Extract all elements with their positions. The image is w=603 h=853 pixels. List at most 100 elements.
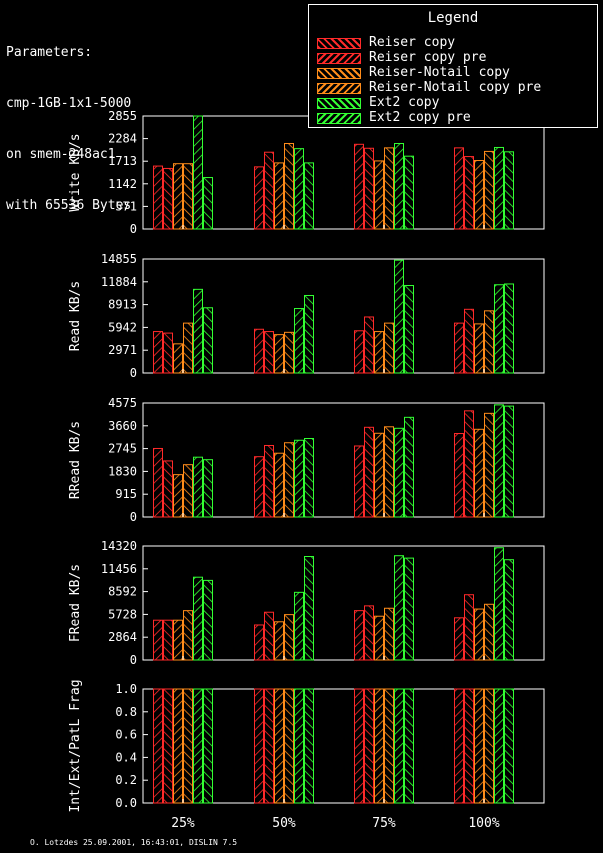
y-tick-label: 3660: [108, 419, 137, 433]
y-tick-label: 8592: [108, 585, 137, 599]
bar: [464, 410, 474, 518]
y-tick-label: 571: [115, 199, 137, 213]
bar: [183, 464, 193, 518]
bar: [464, 308, 474, 374]
bar: [384, 147, 394, 230]
bar: [484, 603, 494, 661]
bar: [203, 177, 213, 230]
bar: [474, 608, 484, 661]
subplot: 0.0 0.2 0.4 0.6 0.8 1.0 Int/Ext/PatL Frag 25% 50…: [68, 679, 545, 831]
bar: [454, 617, 464, 661]
y-tick-label: 2971: [108, 343, 137, 357]
legend-swatch: [317, 68, 361, 79]
legend-label: Reiser copy: [369, 35, 456, 50]
bar: [193, 688, 203, 804]
bar: [173, 688, 183, 804]
bar: [264, 151, 274, 230]
bar: [153, 165, 163, 230]
bar: [304, 438, 314, 518]
bar: [254, 624, 264, 661]
bar: [203, 579, 213, 661]
bar: [284, 143, 294, 230]
bar: [494, 688, 504, 804]
legend-swatch: [317, 53, 361, 64]
bar: [274, 621, 284, 661]
bar: [454, 433, 464, 518]
legend-swatch: [317, 83, 361, 94]
bar: [464, 156, 474, 230]
y-tick-label: 2745: [108, 442, 137, 456]
bar: [504, 405, 514, 518]
bar: [163, 688, 173, 804]
y-axis-label: FRead KB/s: [68, 564, 83, 642]
bar: [494, 404, 504, 518]
y-tick-label: 0: [130, 510, 137, 524]
bar: [264, 688, 274, 804]
bar: [153, 688, 163, 804]
bar: [394, 555, 404, 661]
bar: [474, 688, 484, 804]
legend-swatch: [317, 98, 361, 109]
bar: [354, 143, 364, 230]
bar: [163, 460, 173, 518]
bar: [203, 307, 213, 374]
plot-frame: [142, 688, 545, 804]
y-tick-label: 0.8: [115, 705, 137, 719]
bar: [404, 155, 414, 230]
bar: [374, 615, 384, 661]
bar: [374, 688, 384, 804]
bar: [193, 115, 203, 230]
legend-label: Ext2 copy pre: [369, 110, 471, 125]
bar: [454, 147, 464, 230]
bar: [384, 322, 394, 374]
bar: [364, 316, 374, 374]
bar: [304, 556, 314, 661]
bar: [504, 283, 514, 374]
y-tick-label: 2855: [108, 109, 137, 123]
parameters-line: cmp-1GB-1x1-5000: [6, 96, 132, 111]
y-tick-label: 11456: [101, 562, 137, 576]
plot-frame: [142, 402, 545, 518]
bar: [354, 330, 364, 374]
bar: [254, 328, 264, 374]
bar: [193, 288, 203, 374]
bar: [153, 331, 163, 374]
legend-label: Reiser-Notail copy: [369, 65, 510, 80]
bar: [494, 146, 504, 230]
bar: [294, 308, 304, 374]
bar: [394, 427, 404, 518]
y-tick-label: 2284: [108, 132, 137, 146]
y-tick-label: 11884: [101, 275, 137, 289]
x-tick-label: 50%: [272, 816, 296, 831]
bar: [153, 619, 163, 661]
bar: [284, 688, 294, 804]
bar: [203, 688, 213, 804]
bar: [254, 688, 264, 804]
y-tick-label: 0.0: [115, 796, 137, 810]
bar: [474, 323, 484, 374]
y-tick-label: 2864: [108, 630, 137, 644]
bar: [274, 452, 284, 518]
y-tick-label: 1142: [108, 177, 137, 191]
legend-swatch: [317, 38, 361, 49]
bar: [464, 688, 474, 804]
y-tick-label: 1830: [108, 464, 137, 478]
bar: [374, 432, 384, 518]
bar: [484, 412, 494, 518]
legend-title: Legend: [427, 10, 479, 26]
bar: [304, 688, 314, 804]
bar: [284, 442, 294, 518]
bar: [254, 456, 264, 518]
bar: [484, 310, 494, 374]
bar: [354, 445, 364, 518]
x-tick-label: 75%: [372, 816, 396, 831]
bar: [173, 343, 183, 374]
x-tick-label: 25%: [171, 816, 195, 831]
bar: [484, 150, 494, 230]
bar: [304, 162, 314, 230]
bar: [274, 688, 284, 804]
bar: [284, 331, 294, 374]
bar: [274, 162, 284, 230]
y-tick-label: 4575: [108, 396, 137, 410]
plot-frame: [142, 258, 545, 374]
